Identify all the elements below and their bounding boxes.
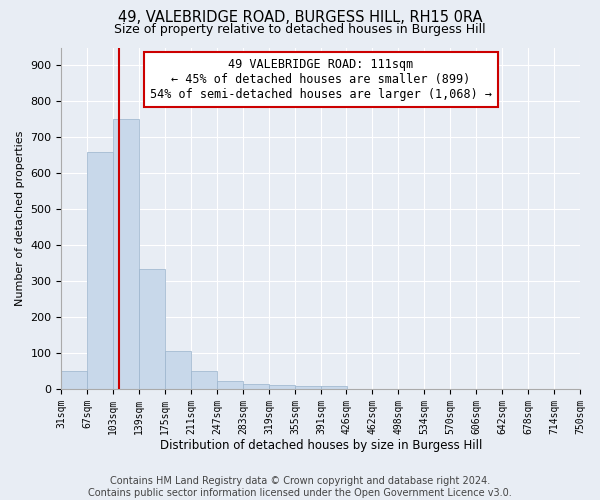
Bar: [113, 120, 139, 389]
Text: Size of property relative to detached houses in Burgess Hill: Size of property relative to detached ho…: [114, 22, 486, 36]
Text: 49 VALEBRIDGE ROAD: 111sqm
← 45% of detached houses are smaller (899)
54% of sem: 49 VALEBRIDGE ROAD: 111sqm ← 45% of deta…: [150, 58, 492, 100]
Bar: [165, 351, 191, 389]
Text: Contains HM Land Registry data © Crown copyright and database right 2024.
Contai: Contains HM Land Registry data © Crown c…: [88, 476, 512, 498]
Bar: [61, 371, 88, 389]
Bar: [295, 386, 321, 389]
X-axis label: Distribution of detached houses by size in Burgess Hill: Distribution of detached houses by size …: [160, 440, 482, 452]
Bar: [321, 386, 347, 389]
Bar: [139, 268, 165, 389]
Bar: [217, 381, 243, 389]
Bar: [243, 384, 269, 389]
Bar: [269, 386, 295, 389]
Bar: [191, 371, 217, 389]
Text: 49, VALEBRIDGE ROAD, BURGESS HILL, RH15 0RA: 49, VALEBRIDGE ROAD, BURGESS HILL, RH15 …: [118, 10, 482, 25]
Bar: [88, 152, 113, 389]
Y-axis label: Number of detached properties: Number of detached properties: [15, 130, 25, 306]
